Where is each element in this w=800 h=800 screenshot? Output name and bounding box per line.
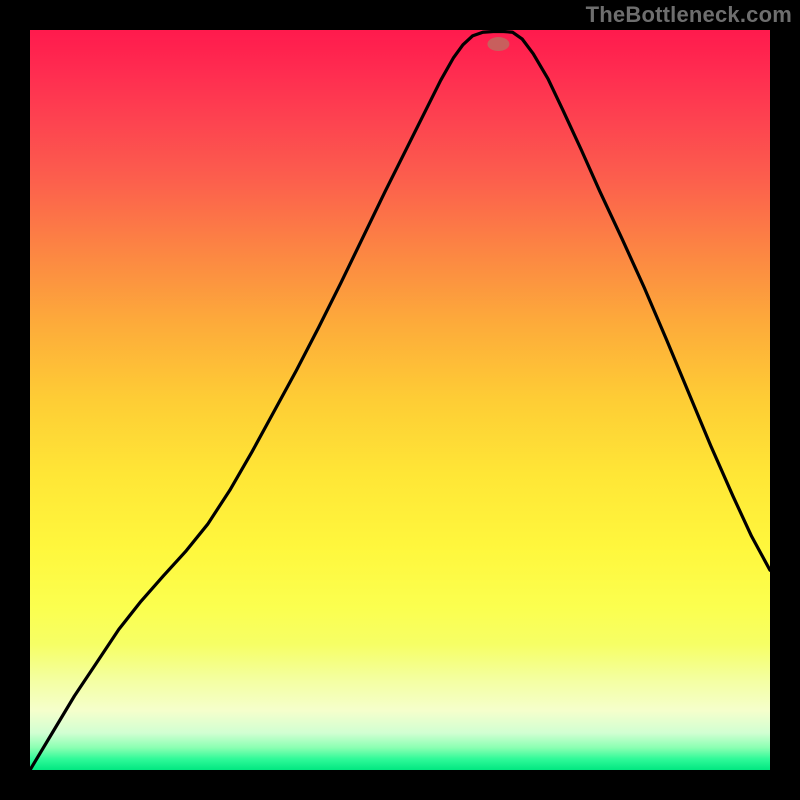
optimal-point-marker [487,37,509,51]
plot-gradient-area [30,30,770,770]
chart-svg [0,0,800,800]
bottleneck-chart: TheBottleneck.com [0,0,800,800]
watermark-text: TheBottleneck.com [586,2,792,28]
